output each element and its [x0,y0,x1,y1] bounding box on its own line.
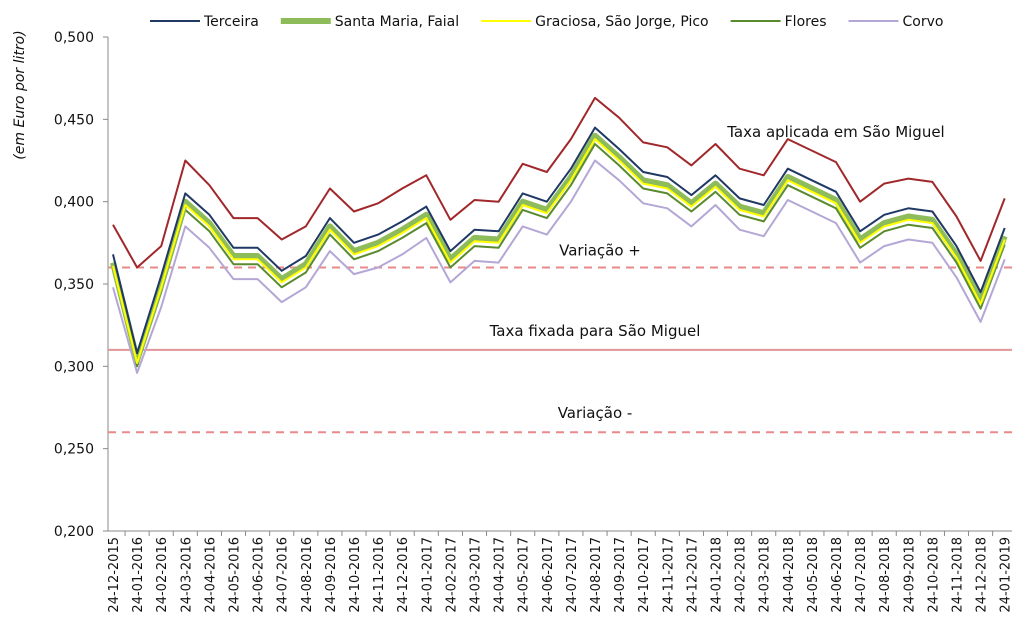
series-line [112,143,1006,368]
reference-label: Variação + [559,242,641,260]
x-tick-label: 24-11-2017 [661,537,676,613]
x-tick-label: 24-02-2016 [155,537,170,613]
y-tick-label: 0,350 [54,277,94,293]
x-tick-label: 24-07-2018 [854,537,869,613]
x-tick-label: 24-11-2018 [951,537,966,613]
series-line [112,126,1006,355]
reference-label: Taxa fixada para São Miguel [489,322,701,340]
y-tick-label: 0,300 [54,359,94,375]
y-tick-label: 0,400 [54,195,94,211]
series-line [112,159,1006,374]
x-tick-label: 24-04-2018 [782,537,797,613]
x-tick-label: 24-08-2017 [589,537,604,613]
x-tick-label: 24-05-2018 [806,537,821,613]
legend-label: Santa Maria, Faial [335,14,459,30]
x-tick-label: 24-07-2016 [276,537,291,613]
x-tick-label: 24-01-2018 [710,537,725,613]
x-tick-label: 24-09-2016 [324,537,339,613]
legend-label: Terceira [203,14,259,30]
x-tick-label: 24-03-2017 [469,537,484,613]
x-tick-label: 24-10-2018 [926,537,941,613]
x-tick-label: 24-12-2018 [975,537,990,613]
x-tick-label: 24-06-2016 [252,537,267,613]
x-tick-label: 24-01-2016 [131,537,146,613]
y-tick-label: 0,250 [54,442,94,458]
x-tick-label: 24-02-2018 [734,537,749,613]
x-tick-label: 24-10-2017 [637,537,652,613]
legend-label: Corvo [903,14,944,30]
series-line [112,96,1006,269]
x-tick-label: 24-12-2016 [396,537,411,613]
y-tick-label: 0,500 [54,30,94,46]
series-line [112,138,1006,364]
legend-label: Flores [785,14,827,30]
x-tick-label: 24-09-2017 [613,537,628,613]
y-axis-label: (em Euro por litro) [12,30,28,159]
x-tick-label: 24-08-2016 [300,537,315,613]
x-tick-label: 24-09-2018 [902,537,917,613]
x-tick-label: 24-03-2016 [179,537,194,613]
x-tick-label: 24-02-2017 [444,537,459,613]
x-tick-label: 24-12-2015 [107,537,122,613]
x-tick-label: 24-01-2017 [420,537,435,613]
reference-label: Variação - [558,404,633,422]
x-tick-label: 24-01-2019 [999,537,1012,613]
x-tick-label: 24-08-2018 [878,537,893,613]
legend-label: Graciosa, São Jorge, Pico [535,14,708,30]
x-tick-label: 24-04-2016 [203,537,218,613]
x-tick-label: 24-06-2018 [830,537,845,613]
x-tick-label: 24-05-2017 [517,537,532,613]
y-tick-label: 0,450 [54,112,94,128]
x-tick-label: 24-11-2016 [372,537,387,613]
x-tick-label: 24-05-2016 [228,537,243,613]
series-annotation: Taxa aplicada em São Miguel [726,123,944,141]
y-tick-label: 0,200 [54,524,94,540]
x-tick-label: 24-07-2017 [565,537,580,613]
x-tick-label: 24-04-2017 [493,537,508,613]
x-tick-label: 24-12-2017 [685,537,700,613]
x-tick-label: 24-03-2018 [758,537,773,613]
x-tick-label: 24-06-2017 [541,537,556,613]
series-line [110,132,1008,363]
x-tick-label: 24-10-2016 [348,537,363,613]
